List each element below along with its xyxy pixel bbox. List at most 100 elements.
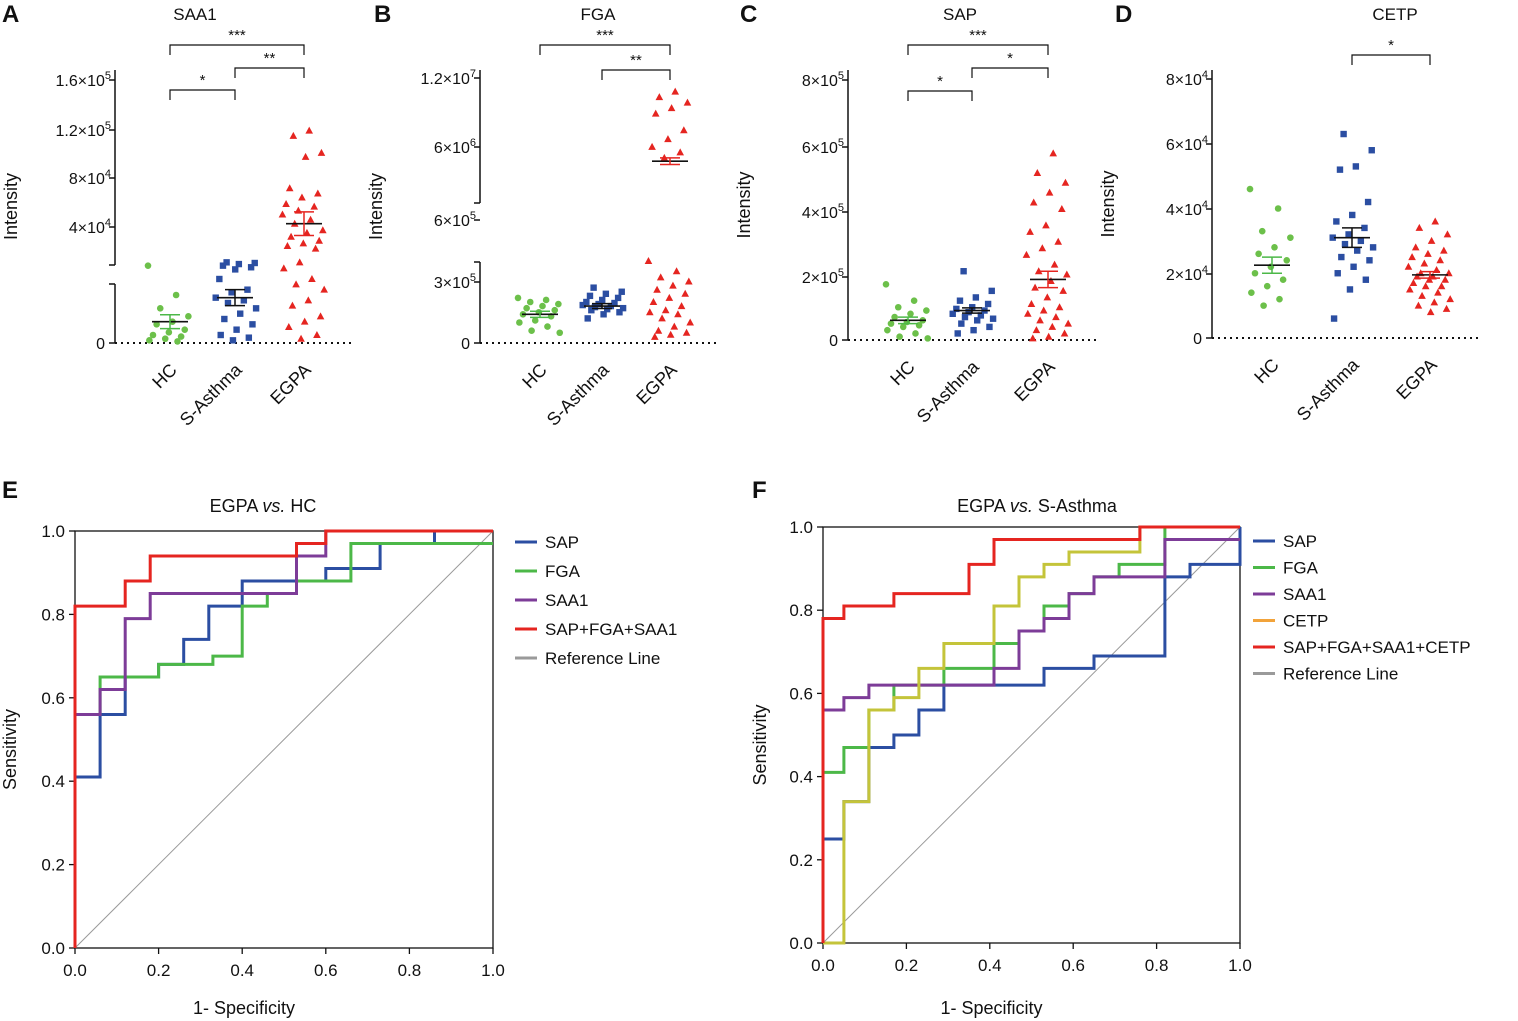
data-point	[912, 330, 919, 337]
x-tick-label: 0.0	[63, 961, 87, 980]
legend-label: SAP+FGA+SAA1+CETP	[1283, 638, 1471, 657]
y-axis-label: Intensity	[1098, 170, 1118, 237]
data-point	[308, 275, 316, 282]
chart-title: EGPA vs. HC	[210, 496, 317, 516]
data-point	[1329, 234, 1336, 241]
data-point	[887, 320, 895, 327]
data-point	[681, 289, 689, 297]
significance-bracket	[971, 67, 1049, 78]
data-point	[1260, 302, 1267, 309]
data-point	[896, 333, 903, 341]
data-point	[181, 326, 189, 333]
significance-bracket	[1351, 54, 1431, 65]
data-point	[1338, 253, 1345, 261]
legend-label: SAP	[1283, 532, 1317, 551]
legend-label: SAP	[545, 533, 579, 552]
significance-bracket	[169, 89, 236, 100]
data-point	[910, 297, 918, 305]
y-axis-label: Intensity	[1, 173, 21, 240]
data-point	[1031, 283, 1039, 291]
data-point	[1427, 236, 1436, 244]
data-point	[884, 326, 891, 334]
data-point	[616, 309, 623, 316]
data-point	[235, 260, 243, 268]
y-tick-label: 0.0	[789, 934, 813, 953]
data-point	[1418, 291, 1426, 299]
data-point	[249, 321, 256, 328]
x-category-label: HC	[1250, 355, 1283, 388]
data-point	[212, 294, 219, 301]
y-tick-label: 2×104	[1166, 264, 1208, 284]
y-axis-label: Sensitivity	[0, 709, 20, 790]
data-point	[611, 299, 618, 307]
data-point	[665, 293, 674, 301]
x-tick-label: 0.4	[978, 956, 1002, 975]
data-point	[233, 326, 240, 333]
data-point	[247, 264, 255, 271]
panel-label: A	[2, 1, 19, 28]
data-point	[299, 239, 308, 247]
data-point	[977, 312, 985, 319]
data-point	[1060, 329, 1069, 337]
y-tick-label: 0	[461, 336, 470, 353]
x-tick-label: 1.0	[481, 961, 505, 980]
data-point	[1033, 168, 1042, 176]
x-tick-label: 1.0	[1228, 956, 1252, 975]
chart-title: SAP	[943, 5, 977, 24]
y-tick-label: 6×104	[1166, 134, 1208, 154]
panel-c: C SAP Intensity 8×105 6×105 4×105 2×105 0 HCS-As…	[734, 1, 1100, 427]
data-point	[672, 267, 681, 275]
data-point	[907, 310, 914, 318]
data-point	[1283, 257, 1291, 264]
data-point	[1258, 227, 1266, 235]
data-point	[1036, 316, 1044, 324]
significance-bracket	[169, 44, 305, 55]
y-tick-label: 1.0	[41, 522, 65, 541]
data-point	[599, 296, 606, 304]
legend-label: CETP	[1283, 612, 1328, 631]
data-point	[283, 241, 292, 249]
x-category-label: HC	[886, 357, 919, 390]
data-point	[1045, 188, 1054, 196]
data-point	[651, 332, 659, 340]
data-point	[287, 232, 295, 240]
data-point	[1271, 244, 1278, 251]
y-axis-label: Intensity	[734, 171, 754, 238]
significance-label: *	[200, 72, 206, 89]
x-category-label: S-Asthma	[913, 356, 984, 427]
data-point	[292, 280, 300, 288]
data-point	[1415, 223, 1424, 231]
data-point	[245, 334, 253, 341]
panel-label: E	[2, 477, 18, 504]
data-point	[1054, 237, 1063, 245]
x-category-label: EGPA	[1010, 357, 1059, 406]
y-tick-label: 1.6×105	[55, 70, 111, 90]
data-point	[1263, 282, 1271, 290]
data-point	[1436, 256, 1445, 264]
data-point	[1255, 250, 1262, 258]
chart-title: EGPA vs. S-Asthma	[957, 496, 1118, 516]
roc-curve	[821, 538, 1240, 943]
data-point	[1059, 286, 1067, 294]
significance-label: *	[1388, 37, 1394, 54]
data-point	[514, 294, 522, 302]
data-point	[303, 228, 311, 236]
data-point	[686, 318, 694, 326]
y-tick-label: 0.6	[41, 689, 65, 708]
x-tick-label: 0.8	[398, 961, 422, 980]
data-point	[986, 323, 993, 331]
data-point	[1248, 289, 1255, 296]
data-point	[989, 315, 997, 322]
y-tick-label: 0	[96, 336, 105, 353]
panel-b: B FGA Intensity 1.2×107 6×106 6×105 3×105 0 HCS-…	[366, 1, 720, 430]
data-point	[891, 313, 898, 321]
data-point	[229, 337, 237, 344]
y-tick-label: 0.4	[789, 768, 813, 787]
data-point	[528, 327, 535, 335]
y-tick-label: 8×104	[1166, 69, 1208, 89]
panel-label: F	[752, 477, 767, 504]
data-point	[278, 210, 287, 218]
data-point	[664, 135, 672, 143]
data-point	[1430, 298, 1439, 306]
data-point	[282, 200, 290, 208]
